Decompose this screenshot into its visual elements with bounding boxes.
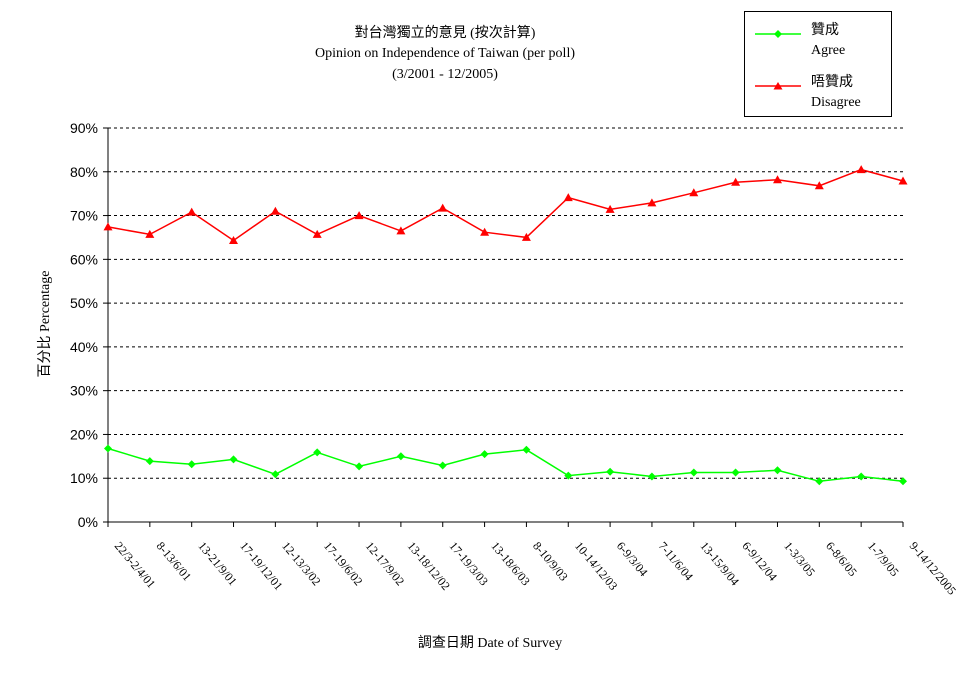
data-point-agree: [815, 477, 824, 486]
data-point-disagree: [521, 232, 531, 241]
data-point-disagree: [856, 165, 866, 174]
axes: [103, 127, 904, 527]
x-tick-label: 6-8/6/05: [823, 539, 860, 579]
data-point-disagree: [438, 203, 448, 212]
legend: 贊成 Agree 唔贊成 Disagree: [744, 11, 892, 117]
x-tick-label: 17-19/12/01: [237, 539, 285, 593]
x-tick-label: 8-10/9/03: [530, 539, 571, 584]
data-point-disagree: [814, 181, 824, 190]
y-tick-label: 20%: [70, 426, 98, 442]
data-point-disagree: [354, 211, 364, 220]
y-tick-label: 70%: [70, 208, 98, 224]
legend-label-agree-en: Agree: [811, 43, 846, 58]
data-point-disagree: [103, 222, 113, 231]
chart-subtitle: Opinion on Independence of Taiwan (per p…: [314, 46, 575, 61]
data-point-disagree: [563, 193, 573, 202]
x-tick-label: 6-9/3/04: [614, 539, 651, 579]
y-tick-label: 90%: [70, 120, 98, 136]
legend-swatch-agree: [755, 30, 801, 38]
x-tick-labels: 22/3-2/4/018-13/6/01 13-21/9/0117-19/12/0…: [112, 539, 959, 598]
data-point-disagree: [898, 176, 908, 185]
data-point-disagree: [145, 229, 155, 238]
y-tick-label: 30%: [70, 383, 98, 399]
x-tick-label: 12-13/3/02: [279, 539, 324, 588]
x-tick-label: 12-17/9/02: [363, 539, 408, 588]
x-tick-label: 6-9/12/04: [739, 539, 780, 584]
data-point-disagree: [689, 188, 699, 197]
x-tick-label: 17-19/3/03: [446, 539, 491, 588]
y-tick-label: 80%: [70, 164, 98, 180]
data-point-disagree: [731, 177, 741, 186]
data-point-disagree: [312, 229, 322, 238]
legend-label-agree: 贊成: [811, 23, 839, 38]
series-line-disagree: [107, 168, 904, 242]
x-tick-label: 10-14/12/03: [572, 539, 620, 593]
data-point-disagree: [480, 227, 490, 236]
data-point-agree: [606, 467, 615, 476]
y-tick-label: 0%: [78, 514, 98, 530]
data-point-agree: [857, 472, 866, 481]
data-point-agree: [480, 450, 489, 459]
data-point-disagree: [773, 175, 782, 184]
grid-lines: [108, 127, 903, 479]
chart-title: 對台灣獨立的意見 (按次計算): [354, 26, 536, 41]
x-tick-label: 1-3/3/05: [781, 539, 818, 579]
legend-label-disagree-en: Disagree: [811, 95, 861, 110]
data-point-agree: [229, 455, 238, 464]
x-tick-label: 7-11/6/04: [656, 539, 696, 583]
data-point-agree: [689, 468, 698, 477]
x-tick-label: 22/3-2/4/01: [112, 539, 159, 591]
x-axis-label: 調查日期 Date of Survey: [417, 636, 563, 651]
data-point-agree: [355, 462, 364, 471]
data-point-agree: [187, 460, 196, 469]
data-point-agree: [396, 452, 405, 461]
series-group: [103, 165, 908, 486]
data-point-agree: [564, 471, 573, 480]
data-point-agree: [522, 445, 531, 454]
x-tick-label: 9-14/12/2005: [907, 539, 959, 598]
data-point-disagree: [647, 198, 657, 207]
x-tick-label: 13-18/12/02: [405, 539, 453, 593]
data-point-agree: [104, 444, 112, 453]
data-point-agree: [438, 461, 447, 470]
data-point-agree: [313, 448, 322, 457]
x-tick-label: 8-13/6/01: [154, 539, 195, 584]
data-point-agree: [647, 472, 656, 481]
data-point-agree: [145, 457, 154, 466]
data-point-agree: [271, 470, 280, 479]
y-axis-label: 百分比 Percentage: [38, 270, 53, 378]
x-tick-label: 13-15/9/04: [697, 539, 742, 588]
data-point-agree: [773, 466, 782, 475]
series-line-agree: [107, 447, 904, 483]
legend-label-disagree: 唔贊成: [811, 75, 853, 90]
data-point-agree: [899, 477, 907, 486]
data-point-disagree: [270, 206, 280, 215]
y-tick-label: 50%: [70, 295, 98, 311]
x-tick-label: 17-19/6/02: [321, 539, 366, 588]
chart-period: (3/2001 - 12/2005): [392, 67, 498, 82]
data-point-disagree: [229, 236, 238, 244]
x-tick-label: 1-7/9/05: [865, 539, 902, 579]
y-tick-label: 40%: [70, 339, 98, 355]
legend-swatch-disagree: [755, 82, 801, 90]
y-tick-label: 10%: [70, 470, 98, 486]
data-point-disagree: [605, 204, 615, 213]
x-tick-label: 13-21/9/01: [195, 539, 240, 588]
data-point-disagree: [187, 207, 197, 216]
data-point-agree: [731, 468, 740, 477]
data-point-disagree: [396, 226, 406, 235]
y-tick-label: 60%: [70, 251, 98, 267]
x-tick-label: 13-18/6/03: [488, 539, 533, 588]
y-tick-labels: 0% 10% 20% 30% 40% 50% 60% 70% 80% 90%: [70, 120, 98, 530]
